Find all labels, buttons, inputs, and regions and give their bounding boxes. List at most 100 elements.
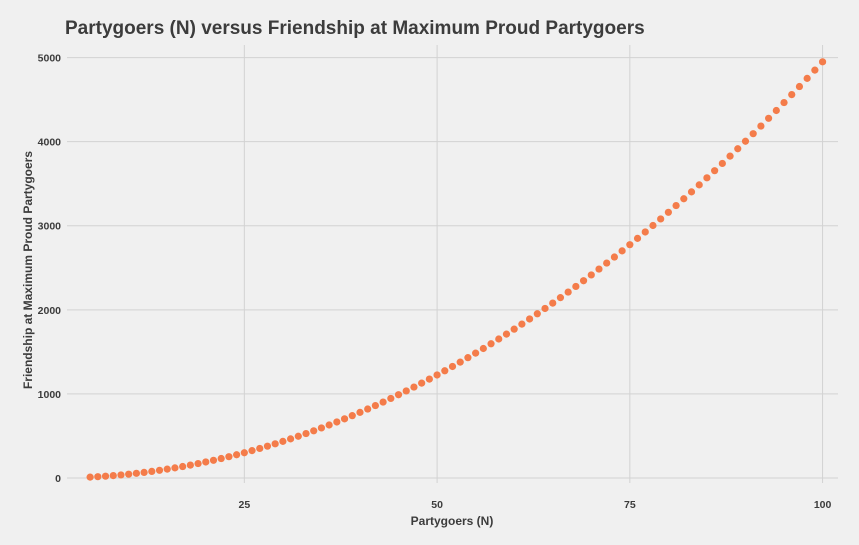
data-point — [626, 241, 634, 249]
data-point — [155, 466, 164, 474]
data-point — [657, 215, 665, 223]
data-point — [795, 82, 804, 91]
data-point — [410, 383, 418, 391]
data-point — [271, 440, 279, 448]
data-point — [741, 137, 750, 145]
data-point — [464, 354, 472, 362]
data-point — [649, 221, 657, 230]
data-point — [256, 444, 264, 453]
data-point — [718, 159, 726, 168]
data-point — [749, 130, 757, 138]
data-point — [86, 473, 94, 481]
data-point — [734, 145, 742, 153]
data-point — [186, 461, 194, 469]
data-point — [603, 259, 611, 267]
data-point — [711, 167, 719, 175]
data-point — [402, 387, 410, 395]
data-point — [687, 188, 696, 196]
y-tick-label: 0 — [55, 473, 61, 485]
data-point — [325, 421, 333, 429]
data-point — [340, 415, 349, 423]
y-tick-label: 4000 — [38, 137, 62, 149]
data-point — [510, 325, 518, 333]
data-point — [618, 247, 626, 255]
data-point — [726, 152, 734, 160]
grid — [67, 45, 838, 483]
data-point — [125, 470, 133, 478]
data-point — [333, 418, 341, 426]
data-point — [225, 453, 233, 461]
data-point — [772, 106, 780, 115]
data-point — [248, 447, 256, 455]
data-point — [757, 122, 765, 130]
data-point — [171, 464, 179, 472]
data-point — [279, 437, 287, 445]
data-point — [379, 398, 387, 406]
data-point — [117, 471, 125, 479]
data-point — [263, 442, 272, 450]
data-point — [579, 277, 588, 285]
data-point — [610, 253, 619, 261]
x-tick-label: 75 — [624, 499, 636, 511]
x-tick-label: 25 — [238, 499, 250, 511]
data-point — [526, 315, 534, 323]
data-point — [803, 74, 811, 82]
y-axis-title: Friendship at Maximum Proud Partygoers — [21, 151, 35, 389]
data-point — [433, 371, 441, 379]
data-point — [664, 208, 672, 216]
x-tick-label: 100 — [814, 499, 832, 511]
data-point — [394, 391, 403, 399]
data-point — [502, 330, 511, 338]
data-point — [132, 469, 140, 477]
data-point — [641, 228, 649, 236]
y-tick-label: 2000 — [38, 305, 62, 317]
data-point — [163, 465, 171, 473]
data-point — [148, 467, 156, 475]
data-point — [695, 181, 703, 189]
data-point — [194, 459, 202, 468]
tick-labels: 0 1000 2000 3000 4000 5000 25 50 75 100 — [38, 53, 832, 511]
data-point — [317, 424, 326, 432]
data-point — [587, 271, 595, 279]
y-tick-label: 3000 — [38, 221, 62, 233]
data-point — [140, 468, 148, 477]
data-point — [518, 320, 526, 328]
data-point — [533, 310, 541, 318]
data-point — [672, 201, 680, 210]
data-point — [371, 401, 379, 410]
data-point — [202, 458, 210, 466]
data-point — [472, 349, 480, 357]
y-tick-label: 1000 — [38, 389, 62, 401]
data-point — [233, 451, 241, 459]
data-point — [101, 472, 110, 480]
data-point — [364, 405, 372, 413]
data-point — [418, 379, 426, 387]
data-point — [780, 98, 788, 107]
data-point — [240, 449, 248, 457]
data-point — [703, 174, 711, 182]
data-point — [441, 367, 449, 375]
data-point — [487, 340, 495, 348]
data-point — [286, 435, 295, 443]
data-point — [109, 472, 117, 480]
chart-title: Partygoers (N) versus Friendship at Maxi… — [65, 18, 645, 39]
data-point — [356, 408, 364, 416]
data-point — [94, 473, 102, 481]
data-point — [387, 394, 395, 403]
data-point — [179, 462, 187, 471]
data-point — [680, 195, 688, 203]
data-points — [86, 58, 827, 481]
data-point — [294, 432, 302, 440]
data-point — [765, 114, 773, 122]
data-point — [564, 288, 572, 296]
data-point — [495, 335, 503, 343]
data-point — [217, 454, 225, 463]
data-point — [209, 456, 218, 464]
data-point — [811, 66, 819, 74]
y-tick-label: 5000 — [38, 53, 62, 65]
data-point — [595, 265, 603, 273]
data-point — [549, 299, 557, 307]
data-point — [302, 429, 310, 438]
